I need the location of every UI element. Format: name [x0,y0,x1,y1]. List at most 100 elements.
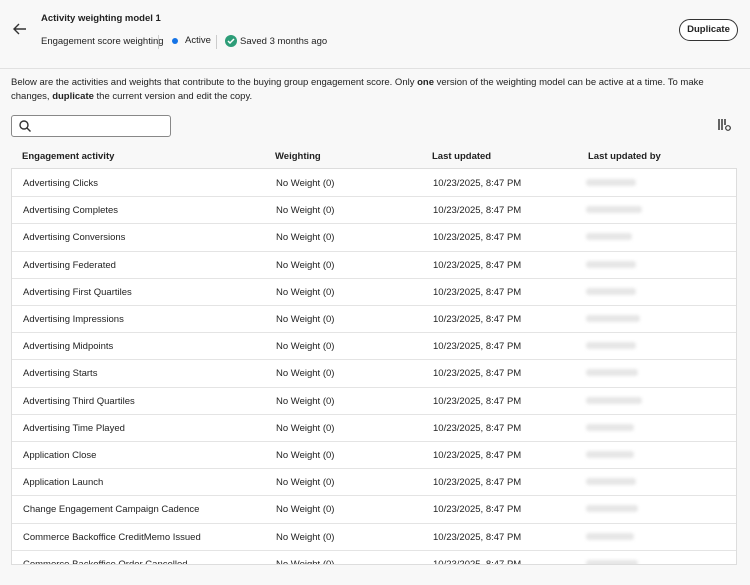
table-cell: Advertising First Quartiles [23,286,132,298]
table-cell: No Weight (0) [276,232,335,244]
search-icon [19,120,31,132]
redacted-user [586,396,642,404]
header: Activity weighting model 1 Engagement sc… [0,0,750,69]
table-cell: No Weight (0) [276,368,335,380]
table-row[interactable]: Application Close No Weight (0) 10/23/2025… [12,441,736,470]
table-cell: No Weight (0) [276,178,335,189]
table-row[interactable]: Advertising Midpoints No Weight (0) 10/23/… [12,332,736,361]
table-cell: 10/23/2025, 8:47 PM [433,395,522,407]
duplicate-button[interactable]: Duplicate [679,19,738,41]
column-header[interactable]: Engagement activity [22,151,115,162]
table-cell: 10/23/2025, 8:47 PM [433,477,522,489]
redacted-user [586,179,636,186]
table-cell: No Weight (0) [276,558,335,565]
table-cell: No Weight (0) [276,314,335,325]
table-cell: Advertising Midpoints [23,341,114,353]
table-cell: Commerce Backoffice CreditMemo Issued [23,531,201,543]
table-cell: 10/23/2025, 8:47 PM [433,286,522,298]
redacted-user [586,451,634,458]
table-cell: 10/23/2025, 8:47 PM [433,178,522,189]
redacted-user [586,478,636,486]
redacted-user [586,532,634,540]
column-settings[interactable] [718,118,731,131]
description: Below are the activities and weights tha… [11,76,736,104]
table-cell: Application Close [23,450,97,461]
table-row[interactable]: Advertising Completes No Weight (0) 10/23/… [12,196,736,225]
redacted-user [586,260,636,268]
table-cell: Advertising Completes [23,205,119,217]
table-row[interactable]: Commerce Backoffice Order Cancelled No We… [12,550,736,565]
table-cell: No Weight (0) [276,531,335,543]
column-header[interactable]: Weighting [275,151,321,162]
table-cell: Application Launch [23,477,104,489]
redacted-user [586,505,638,513]
table-row[interactable]: Advertising First Quartiles No Weight (0)… [12,278,736,306]
table-cell: Advertising Starts [23,368,98,380]
text: version of the weighting model can be ac… [11,77,704,102]
table-cell: No Weight (0) [276,286,335,298]
table-row[interactable]: Advertising Federated No Weight (0) 10/23/… [12,251,736,279]
table-cell: 10/23/2025, 8:47 PM [433,259,522,271]
table-cell: 10/23/2025, 8:47 PM [433,450,522,461]
table-cell: Advertising Federated [23,259,116,271]
table-row[interactable]: Change Engagement Campaign Cadence No Wei… [12,495,736,524]
saved-icon [225,35,237,47]
title: Activity weighting model 1 [41,13,161,24]
text: Below are the activities and weights tha… [11,77,418,88]
column-header[interactable]: Last updated by [588,151,661,162]
back-button[interactable] [13,23,27,35]
column-header[interactable]: Last updated [432,151,492,162]
redacted-user [586,369,638,377]
text: duplicate [52,91,94,102]
redacted-user [586,233,632,241]
table-cell: 10/23/2025, 8:47 PM [433,422,522,434]
separator [158,35,159,49]
table-cell: Change Engagement Campaign Cadence [23,504,200,516]
table-cell: Advertising Time Played [23,422,125,434]
table-cell: Advertising Conversions [23,232,126,244]
text: one [417,77,434,88]
table-cell: No Weight (0) [276,395,335,407]
saved: Saved 3 months ago [240,36,328,47]
table-cell: No Weight (0) [276,450,335,461]
table-cell: 10/23/2025, 8:47 PM [433,368,522,380]
redacted-user [586,287,636,295]
table-cell: Advertising Impressions [23,314,124,325]
table-cell: No Weight (0) [276,477,335,489]
table-row[interactable]: Commerce Backoffice CreditMemo Issued No … [12,523,736,551]
text: the current version and edit the copy. [93,91,253,102]
table-cell: 10/23/2025, 8:47 PM [433,341,522,353]
table-header: Engagement activity Weighting Last updated… [11,148,735,167]
table-row[interactable]: Application Launch No Weight (0) 10/23/202… [12,468,736,497]
table-row[interactable]: Advertising Conversions No Weight (0) 10/2… [12,223,736,252]
table-row[interactable]: Advertising Third Quartiles No Weight (0)… [12,387,736,415]
separator [216,35,217,49]
table-cell: 10/23/2025, 8:47 PM [433,504,522,516]
table-row[interactable]: Advertising Clicks No Weight (0) 10/23/202… [12,169,736,198]
table-row[interactable]: Advertising Impressions No Weight (0) 10/2… [12,305,736,334]
table-cell: No Weight (0) [276,205,335,217]
redacted-user [586,206,642,214]
table-body: Advertising Clicks No Weight (0) 10/23/202… [11,168,737,565]
table-cell: No Weight (0) [276,504,335,516]
table-cell: No Weight (0) [276,341,335,353]
table-row[interactable]: Advertising Time Played No Weight (0) 10/2… [12,414,736,442]
redacted-user [586,315,640,322]
table-cell: Advertising Third Quartiles [23,395,135,407]
table-cell: Advertising Clicks [23,178,98,189]
table-cell: 10/23/2025, 8:47 PM [433,205,522,217]
status-dot [172,38,178,44]
table-cell: 10/23/2025, 8:47 PM [433,531,522,543]
status: Active [185,35,211,46]
search-field[interactable] [11,115,171,137]
table-cell: No Weight (0) [276,259,335,271]
redacted-user [586,423,634,431]
table-cell: 10/23/2025, 8:47 PM [433,558,522,565]
table-cell: 10/23/2025, 8:47 PM [433,314,522,325]
table-cell: No Weight (0) [276,422,335,434]
redacted-user [586,342,636,350]
table-cell: 10/23/2025, 8:47 PM [433,232,522,244]
redacted-user [586,559,638,564]
table-row[interactable]: Advertising Starts No Weight (0) 10/23/202… [12,359,736,388]
